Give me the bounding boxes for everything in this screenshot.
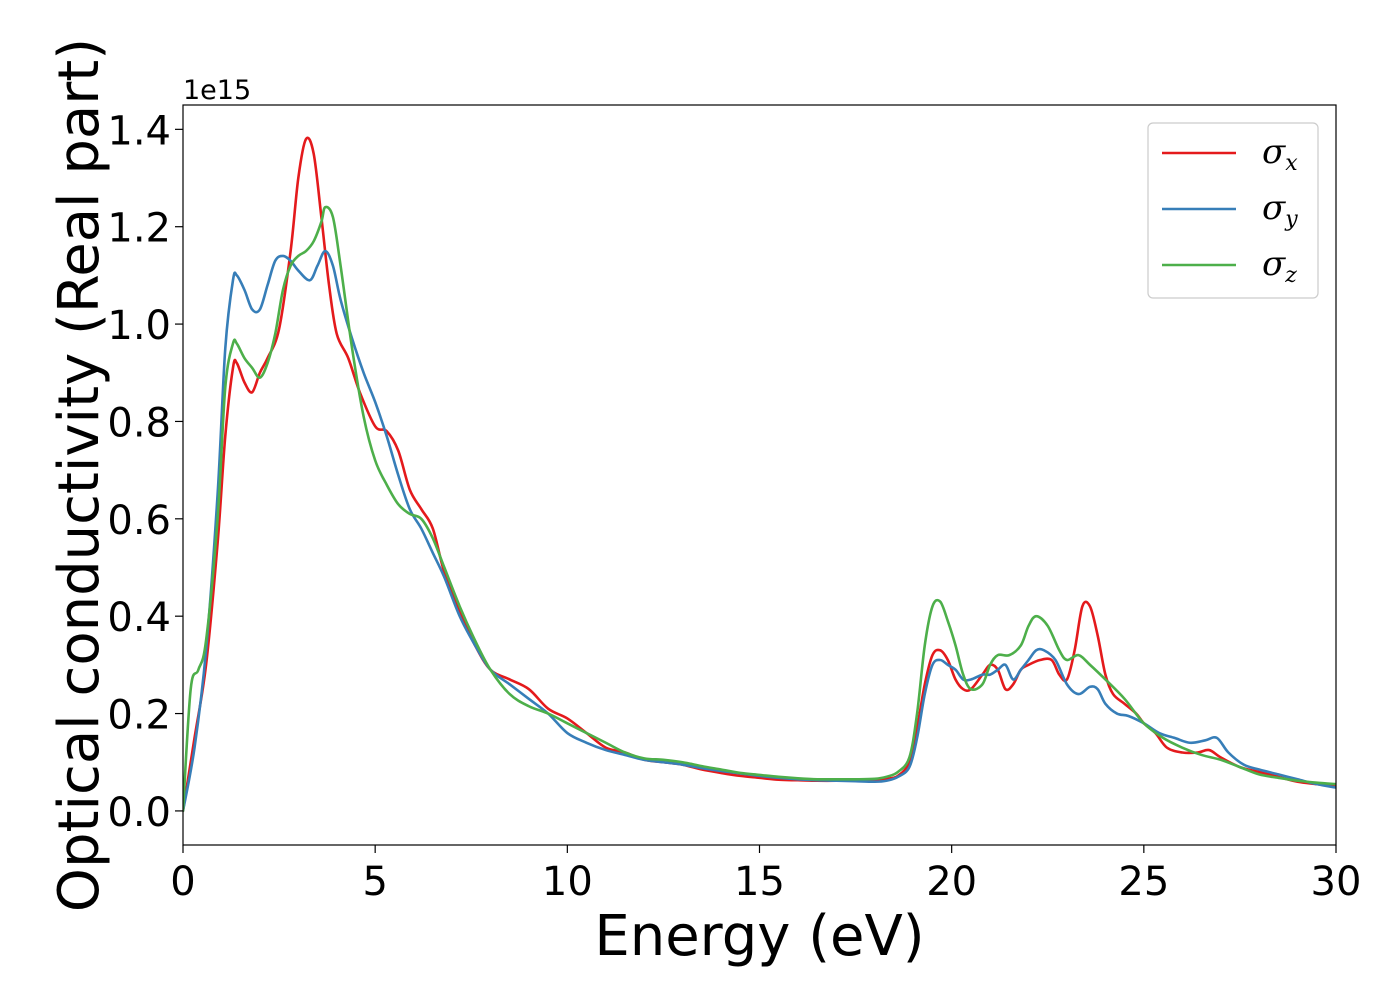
y-tick-label: 1.0 <box>107 303 171 349</box>
legend: σx σy σz <box>1147 122 1319 299</box>
y-axis-label: Optical conductivity (Real part) <box>47 38 112 912</box>
x-axis-label: Energy (eV) <box>594 904 924 969</box>
x-tick-label: 15 <box>734 859 785 905</box>
y-tick-label: 0.0 <box>107 790 171 836</box>
x-axis-ticks: 0 5 10 15 20 25 30 <box>170 845 1361 905</box>
legend-label-y: σy <box>1262 188 1298 232</box>
series-layer <box>183 136 1336 813</box>
y-offset-label: 1e15 <box>183 75 251 106</box>
x-tick-label: 10 <box>542 859 593 905</box>
y-tick-label: 1.4 <box>107 108 171 154</box>
y-tick-label: 1.2 <box>107 206 171 252</box>
series-line-z <box>183 205 1336 813</box>
x-tick-label: 5 <box>362 859 387 905</box>
y-tick-label: 0.8 <box>107 400 171 446</box>
y-tick-label: 0.2 <box>107 693 171 739</box>
legend-label-z: σz <box>1262 244 1297 288</box>
legend-box <box>1147 122 1319 299</box>
x-tick-label: 20 <box>926 859 977 905</box>
x-tick-label: 30 <box>1311 859 1362 905</box>
x-tick-label: 0 <box>170 859 195 905</box>
y-tick-label: 0.6 <box>107 498 171 544</box>
x-tick-label: 25 <box>1118 859 1169 905</box>
legend-label-x: σx <box>1262 132 1298 176</box>
y-axis-ticks: 0.0 0.2 0.4 0.6 0.8 1.0 1.2 1.4 <box>107 108 183 836</box>
y-tick-label: 0.4 <box>107 595 171 641</box>
